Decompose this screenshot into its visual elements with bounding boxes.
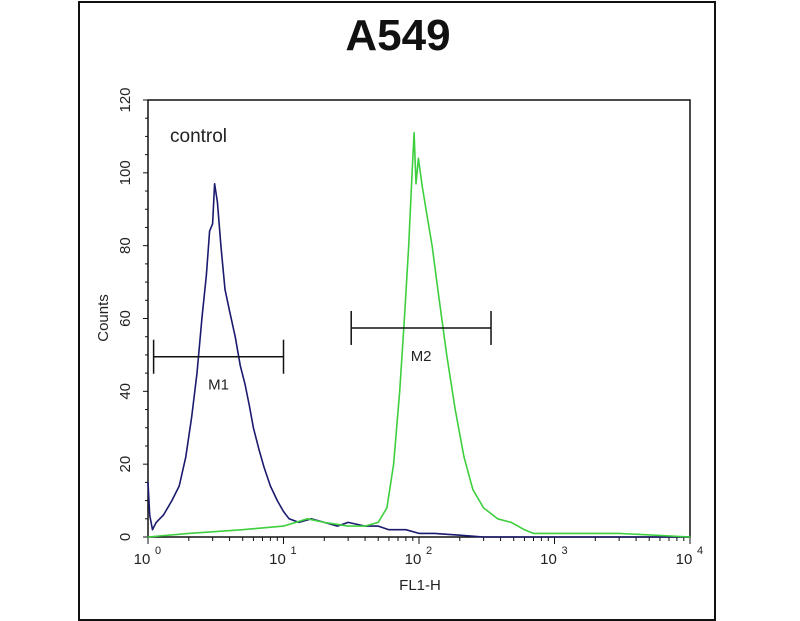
x-axis-label: FL1-H: [399, 577, 441, 594]
data-point: [431, 245, 433, 247]
data-point: [288, 518, 290, 520]
x-tick-label: 10: [676, 551, 693, 568]
x-tick-exponent: 2: [426, 545, 432, 557]
data-point: [426, 215, 428, 218]
data-point: [483, 536, 485, 538]
data-point: [510, 521, 512, 524]
data-point: [263, 467, 265, 469]
data-point: [212, 223, 214, 225]
data-point: [421, 186, 424, 188]
data-point: [689, 536, 691, 538]
y-tick-label: 100: [117, 160, 134, 185]
marker-label: M2: [411, 348, 432, 365]
data-point: [347, 525, 349, 527]
data-point: [258, 449, 260, 451]
data-point: [149, 514, 151, 516]
data-point: [323, 521, 325, 524]
data-point: [463, 456, 465, 458]
data-point: [220, 245, 222, 247]
data-point: [388, 529, 390, 531]
data-point: [196, 372, 198, 374]
control-histogram-line: [147, 183, 690, 538]
data-point: [347, 521, 349, 524]
histogram-chart: A549 control Counts FL1-H 02040608010012…: [95, 11, 703, 594]
data-point: [151, 529, 154, 531]
data-point: [155, 521, 157, 524]
data-point: [446, 354, 448, 356]
data-point: [216, 201, 218, 203]
data-point: [282, 510, 285, 513]
data-point: [411, 172, 413, 174]
data-point: [483, 507, 485, 509]
data-point: [386, 507, 388, 509]
control-annotation: control: [170, 126, 227, 147]
data-point: [201, 317, 203, 320]
data-point: [244, 383, 246, 385]
chart-title: A549: [345, 11, 450, 60]
x-tick-exponent: 4: [697, 545, 703, 557]
data-point: [191, 416, 193, 418]
x-tick-exponent: 1: [291, 545, 297, 557]
data-point: [282, 525, 285, 527]
y-tick-label: 40: [117, 383, 134, 400]
x-tick-label: 10: [269, 551, 286, 568]
data-point: [413, 132, 415, 134]
data-point: [415, 183, 417, 185]
sample-histogram-line: [147, 132, 691, 538]
y-tick-label: 0: [117, 533, 134, 541]
data-point: [377, 525, 379, 527]
y-tick-label: 60: [117, 310, 134, 327]
data-point: [393, 463, 395, 465]
data-point: [459, 534, 461, 536]
data-point: [553, 532, 556, 534]
data-point: [205, 274, 208, 276]
data-point: [408, 245, 410, 247]
data-point: [336, 525, 339, 527]
data-point: [532, 532, 535, 534]
data-point: [377, 521, 379, 524]
data-point: [185, 456, 187, 458]
data-point: [399, 390, 401, 392]
data-point: [242, 529, 244, 531]
data-point: [213, 183, 216, 185]
data-point: [438, 296, 440, 298]
data-point: [188, 532, 190, 534]
data-point: [147, 536, 149, 538]
data-point: [433, 532, 436, 534]
y-axis-label: Counts: [95, 294, 112, 342]
data-point: [454, 408, 456, 411]
data-point: [403, 317, 405, 320]
x-tick-label: 10: [405, 551, 422, 568]
data-point: [252, 427, 255, 429]
y-tick-label: 120: [117, 87, 134, 112]
data-point: [224, 288, 226, 290]
data-point: [472, 489, 474, 491]
data-point: [162, 514, 165, 516]
data-point: [417, 157, 420, 159]
x-tick-label: 10: [540, 551, 557, 568]
data-point: [418, 532, 420, 534]
data-point: [228, 310, 231, 312]
data-point: [234, 336, 236, 338]
data-point: [496, 518, 499, 520]
marker-label: M1: [208, 377, 229, 394]
y-tick-label: 20: [117, 456, 134, 473]
data-point: [306, 518, 308, 520]
data-point: [618, 532, 620, 534]
y-tick-label: 80: [117, 237, 134, 254]
data-point: [209, 230, 211, 232]
data-point: [523, 529, 526, 531]
data-point: [178, 485, 180, 487]
x-tick-exponent: 0: [155, 545, 161, 557]
data-point: [405, 529, 407, 531]
data-point: [364, 525, 366, 527]
data-point: [171, 499, 173, 502]
data-point: [248, 405, 250, 407]
data-point: [269, 485, 271, 487]
data-point: [147, 481, 149, 483]
x-tick-label: 10: [134, 551, 151, 568]
x-tick-exponent: 3: [562, 545, 568, 557]
data-point: [239, 365, 241, 367]
data-point: [276, 499, 278, 502]
